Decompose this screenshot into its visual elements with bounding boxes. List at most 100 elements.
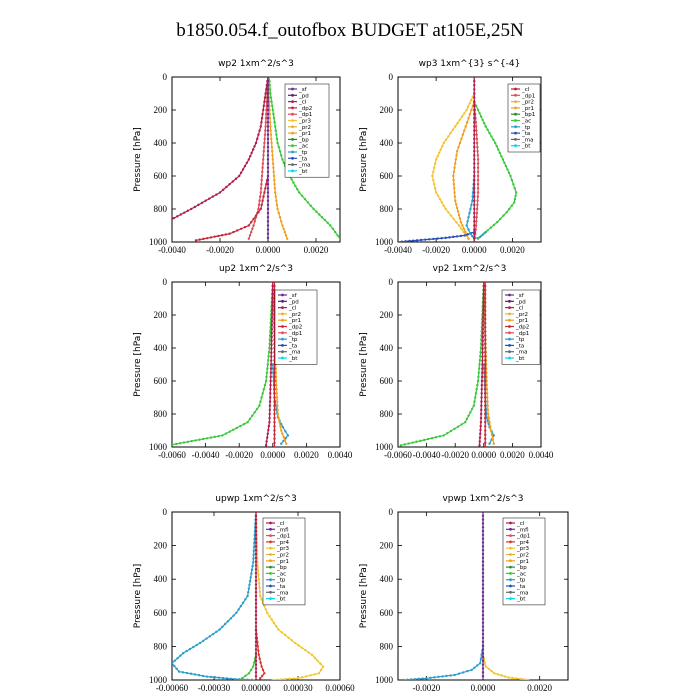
y-tick-label: 200	[380, 105, 394, 115]
data-point	[266, 183, 270, 186]
data-point	[252, 665, 255, 668]
data-point	[248, 579, 252, 583]
data-point	[162, 222, 164, 224]
y-axis-label: Pressure [hPa]	[133, 127, 143, 192]
data-point	[240, 677, 244, 680]
chart-panel-5: upwp 1xm^2/s^3 Pressure [hPa] 0 200 400 600 80…	[133, 494, 355, 693]
data-point	[307, 651, 310, 654]
data-point	[270, 343, 273, 347]
data-point	[465, 108, 468, 112]
data-point	[470, 407, 474, 411]
data-point	[268, 614, 271, 618]
legend-label: _pr4	[276, 540, 290, 546]
data-point	[254, 512, 258, 514]
data-point	[221, 434, 224, 437]
data-point	[499, 217, 502, 221]
data-point	[254, 640, 258, 644]
data-point	[469, 232, 472, 235]
data-point	[288, 677, 291, 680]
data-point	[226, 620, 230, 623]
data-point	[294, 641, 297, 645]
data-point	[264, 608, 267, 611]
data-point	[319, 668, 323, 672]
data-point	[265, 375, 268, 379]
data-point	[222, 188, 225, 191]
legend-marker	[508, 306, 511, 309]
series-ac	[268, 77, 340, 240]
data-point	[261, 162, 265, 165]
y-tick-label: 0	[163, 72, 168, 82]
data-point	[266, 224, 270, 227]
data-point	[479, 350, 482, 354]
legend-label: _ma	[298, 163, 310, 169]
data-point	[183, 211, 186, 214]
data-point	[474, 125, 478, 128]
data-point	[254, 587, 258, 590]
data-point	[270, 324, 274, 327]
data-point	[463, 112, 466, 115]
legend-marker	[269, 572, 272, 575]
data-point	[446, 432, 449, 435]
data-point	[473, 158, 476, 161]
y-tick-label: 1000	[375, 442, 394, 452]
y-axis-label: Pressure [hPa]	[359, 127, 369, 192]
data-point	[266, 96, 270, 99]
data-point	[433, 676, 436, 679]
legend: _cl_dp1_pr2_pr1_bp1_ac_tp_ta_ma_bt	[507, 83, 541, 153]
data-point	[463, 234, 466, 237]
data-point	[460, 115, 464, 118]
legend-label: _ac	[521, 119, 531, 125]
data-point	[454, 158, 458, 161]
data-point	[489, 226, 492, 229]
data-point	[444, 236, 447, 240]
data-point	[440, 237, 443, 240]
data-point	[273, 371, 276, 374]
data-point	[270, 316, 274, 319]
data-point	[264, 129, 267, 132]
data-point	[276, 207, 279, 211]
data-point	[473, 112, 476, 116]
data-point	[263, 141, 266, 145]
data-point	[331, 227, 334, 230]
legend-label: _bt	[516, 597, 526, 603]
data-point	[254, 575, 258, 579]
data-point	[273, 437, 276, 440]
data-point	[266, 154, 270, 157]
data-point	[273, 284, 276, 288]
data-point	[459, 234, 463, 238]
data-point	[407, 442, 410, 445]
y-tick-label: 1000	[375, 675, 394, 685]
data-point	[432, 178, 435, 182]
data-point	[473, 203, 476, 207]
data-point	[481, 355, 484, 358]
data-point	[238, 678, 241, 680]
data-point	[490, 669, 493, 673]
data-point	[277, 211, 280, 215]
data-point	[167, 444, 169, 446]
data-point	[503, 675, 507, 678]
data-point	[213, 435, 216, 439]
data-point	[480, 400, 483, 403]
data-point	[221, 625, 224, 628]
data-point	[478, 363, 481, 366]
data-point	[466, 233, 470, 236]
data-point	[264, 92, 267, 95]
data-point	[254, 667, 258, 670]
data-point	[484, 371, 487, 374]
data-point	[481, 327, 485, 331]
data-point	[476, 170, 480, 174]
legend-label: _tp	[516, 578, 526, 584]
data-point	[281, 432, 284, 435]
data-point	[478, 235, 482, 239]
data-point	[269, 121, 272, 124]
data-point	[213, 676, 217, 679]
data-point	[478, 359, 482, 362]
data-point	[448, 236, 451, 239]
data-point	[484, 433, 487, 436]
y-tick-label: 600	[154, 608, 168, 618]
data-point	[239, 227, 243, 230]
data-point	[260, 178, 263, 182]
data-point	[254, 526, 258, 529]
data-point	[412, 239, 415, 242]
data-point	[476, 145, 479, 149]
